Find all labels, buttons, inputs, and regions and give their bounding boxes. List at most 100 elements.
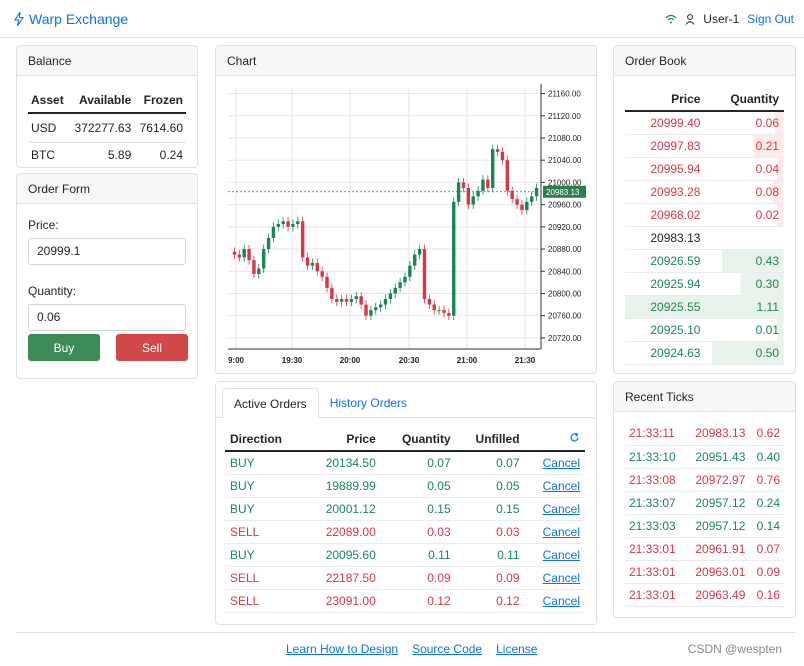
cancel-order-link[interactable]: Cancel: [542, 478, 580, 493]
order-direction: BUY: [225, 543, 305, 567]
order-price: 23091.00: [304, 589, 381, 613]
candle-body: [529, 196, 534, 202]
order-book-quantity: 0.43: [705, 249, 784, 273]
order-quantity: 0.07: [380, 451, 456, 475]
candle-body: [471, 196, 475, 205]
brand-link[interactable]: Warp Exchange: [14, 11, 128, 27]
balance-header-asset: Asset: [28, 88, 69, 114]
cancel-order-link[interactable]: Cancel: [542, 455, 580, 470]
tab-history-orders[interactable]: History Orders: [329, 396, 408, 410]
order-cancel-cell: Cancel: [524, 520, 585, 544]
order-row: SELL 23091.00 0.12 0.12 Cancel: [225, 589, 585, 613]
order-price: 22187.50: [304, 566, 381, 590]
candle-body: [461, 182, 466, 188]
order-cancel-cell: Cancel: [524, 474, 585, 498]
price-input[interactable]: 20999.1: [28, 238, 186, 265]
recent-ticks-card: Recent Ticks 21:33:11 20983.13 0.62 21:33:1…: [613, 381, 796, 618]
learn-how-to-design-link[interactable]: Learn How to Design: [286, 642, 399, 656]
y-tick-label: 20880.00: [548, 245, 582, 254]
order-quantity: 0.03: [380, 520, 456, 544]
candle-body: [374, 307, 378, 311]
order-book-price: 20993.28: [625, 180, 706, 204]
order-book-mid-row: 20983.13: [625, 226, 784, 250]
tick-row: 21:33:01 20961.91 0.07: [625, 537, 784, 561]
order-price: 22089.00: [304, 520, 381, 544]
tab-active-orders[interactable]: Active Orders: [222, 388, 319, 418]
balance-available: 372277.63: [74, 121, 132, 135]
candle-body: [305, 257, 310, 266]
y-tick-label: 20800.00: [548, 289, 582, 298]
order-cancel-cell: Cancel: [524, 497, 585, 521]
candle-body: [452, 201, 456, 316]
order-book-header-quantity: Quantity: [705, 88, 784, 112]
wifi-icon: [665, 14, 677, 24]
tick-row: 21:33:10 20951.43 0.40: [625, 445, 784, 469]
y-tick-label: 20920.00: [548, 223, 582, 232]
order-book-bid-row: 20926.59 0.43: [625, 249, 784, 273]
sell-button[interactable]: Sell: [116, 334, 188, 361]
candle-body: [271, 226, 276, 238]
cancel-order-link[interactable]: Cancel: [542, 501, 580, 516]
candle-body: [364, 304, 368, 316]
candle-body: [266, 237, 271, 250]
candle-body: [500, 151, 505, 161]
footer: Learn How to Design Source Code License …: [16, 632, 796, 666]
license-link[interactable]: License: [496, 642, 538, 656]
x-tick-label: 21:30: [515, 356, 536, 365]
candle-body: [481, 179, 485, 191]
tick-price: 20951.43: [685, 445, 750, 469]
order-book-card: Order Book Price Quantity 20999.40 0.06 20…: [613, 45, 796, 374]
quantity-input[interactable]: 0.06: [28, 304, 186, 331]
tick-row: 21:33:08 20972.97 0.76: [625, 468, 784, 492]
tick-price: 20972.97: [685, 468, 750, 492]
tick-time: 21:33:08: [625, 468, 686, 492]
order-book-price: 20995.94: [625, 157, 706, 181]
order-book-ask-row: 20997.83 0.21: [625, 134, 784, 158]
cancel-order-link[interactable]: Cancel: [542, 547, 580, 562]
candle-body: [515, 199, 519, 205]
balance-table: Asset Available Frozen USD 372277.63 761…: [28, 88, 186, 167]
sign-out-link[interactable]: Sign Out: [747, 12, 794, 26]
balance-available: 5.89: [107, 148, 132, 162]
tick-row: 21:33:01 20963.01 0.09: [625, 560, 784, 584]
cancel-order-link[interactable]: Cancel: [542, 570, 580, 585]
cancel-order-link[interactable]: Cancel: [542, 524, 580, 539]
candle-body: [520, 204, 524, 211]
order-unfilled: 0.11: [455, 543, 525, 567]
tick-price: 20957.12: [685, 514, 750, 538]
candle-body: [300, 221, 305, 258]
candle-body: [413, 254, 417, 266]
order-book-bid-row: 20924.63 0.50: [625, 341, 784, 365]
source-code-link[interactable]: Source Code: [412, 642, 483, 656]
order-unfilled: 0.15: [455, 497, 525, 521]
tick-quantity: 0.62: [749, 422, 784, 446]
order-price: 19889.99: [304, 474, 381, 498]
candle-body: [486, 179, 490, 188]
tick-price: 20963.49: [685, 583, 750, 607]
order-cancel-cell: Cancel: [524, 451, 585, 475]
recent-ticks-table: 21:33:11 20983.13 0.62 21:33:10 20951.43 0.40…: [625, 422, 784, 607]
candle-body: [281, 221, 285, 225]
candle-body: [237, 254, 242, 258]
tick-time: 21:33:07: [625, 491, 686, 515]
order-book-price: 20925.10: [625, 318, 706, 342]
candle-body: [242, 249, 246, 258]
order-book-price: 20968.02: [625, 203, 706, 227]
order-form-title: Order Form: [17, 174, 197, 204]
orders-header-unfilled: Unfilled: [455, 428, 525, 452]
candle-body: [252, 260, 256, 275]
order-book-quantity: 0.02: [705, 203, 784, 227]
order-row: BUY 20134.50 0.07 0.07 Cancel: [225, 451, 585, 475]
cancel-order-link[interactable]: Cancel: [542, 593, 580, 608]
candlestick-chart[interactable]: 21160.00 21120.00 21080.00 21040.00 21000.00…: [216, 76, 596, 373]
order-book-price: 20925.94: [625, 272, 706, 296]
order-direction: SELL: [225, 566, 305, 590]
order-cancel-cell: Cancel: [524, 543, 585, 567]
buy-button[interactable]: Buy: [28, 334, 100, 361]
order-price: 20095.60: [304, 543, 381, 567]
tick-time: 21:33:01: [625, 537, 686, 561]
order-book-bid-row: 20925.94 0.30: [625, 272, 784, 296]
order-price: 20134.50: [304, 451, 381, 475]
tick-quantity: 0.76: [749, 468, 784, 492]
refresh-orders-button[interactable]: [524, 428, 585, 452]
